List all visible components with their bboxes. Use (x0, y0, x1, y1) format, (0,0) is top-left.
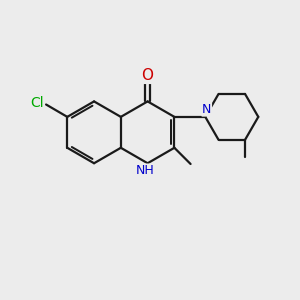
Text: NH: NH (135, 164, 154, 177)
Text: O: O (142, 68, 154, 83)
Text: N: N (202, 103, 212, 116)
Text: Cl: Cl (30, 96, 44, 110)
